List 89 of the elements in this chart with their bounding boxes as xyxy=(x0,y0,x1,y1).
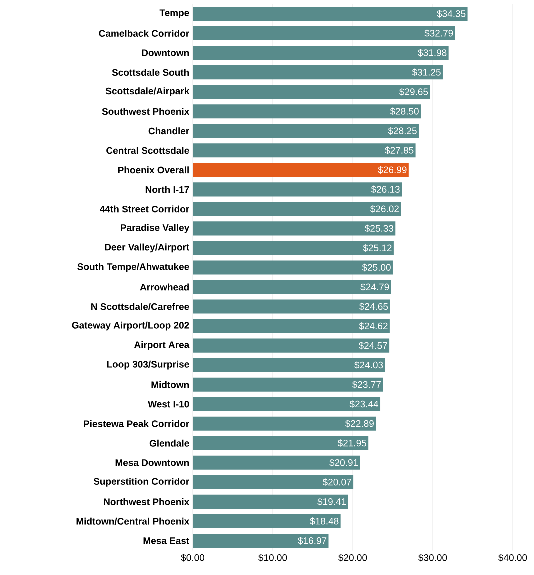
data-label: $24.65 xyxy=(360,302,388,311)
y-tick-label: Scottsdale/Airpark xyxy=(106,88,190,97)
y-tick-label: Phoenix Overall xyxy=(118,166,189,174)
data-label: $24.79 xyxy=(360,283,390,292)
data-label: $28.50 xyxy=(390,108,419,116)
bar xyxy=(193,416,376,431)
y-tick-label: Gateway Airport/Loop 202 xyxy=(72,322,190,331)
y-tick-label: Southwest Phoenix xyxy=(102,108,190,116)
data-label: $32.79 xyxy=(424,30,454,38)
bar xyxy=(193,300,390,314)
data-label: $29.65 xyxy=(400,88,428,96)
bar xyxy=(193,66,443,80)
bar xyxy=(193,280,392,294)
data-label: $31.25 xyxy=(412,68,441,76)
y-tick-label: Scottsdale South xyxy=(112,69,190,76)
data-label: $24.57 xyxy=(358,342,388,350)
bar xyxy=(193,534,329,548)
bar xyxy=(193,319,390,334)
bar xyxy=(193,514,341,528)
x-tick-label: $10.00 xyxy=(258,554,288,562)
x-tick-label: $20.00 xyxy=(338,554,368,562)
data-label: $25.12 xyxy=(363,244,392,252)
data-label: $27.85 xyxy=(385,146,414,154)
y-tick-label: Glendale xyxy=(150,440,190,447)
bar xyxy=(193,222,396,236)
y-tick-label: Arrowhead xyxy=(140,284,189,291)
data-label: $19.41 xyxy=(318,498,346,506)
y-tick-label: Central Scottsdale xyxy=(106,147,190,154)
y-tick-label: Deer Valley/Airport xyxy=(105,244,190,253)
x-tick-label: $30.00 xyxy=(418,554,448,562)
y-tick-label: 44th Street Corridor xyxy=(100,206,190,213)
data-label: $34.35 xyxy=(437,10,466,18)
data-label: $21.95 xyxy=(338,440,366,448)
bar xyxy=(193,436,369,450)
x-tick-label: $40.00 xyxy=(498,554,528,562)
data-label: $25.33 xyxy=(364,224,394,233)
bar xyxy=(193,163,409,178)
data-label: $28.25 xyxy=(388,127,417,135)
data-label: $31.98 xyxy=(418,49,447,57)
y-tick-label: South Tempe/Ahwatukee xyxy=(78,263,190,272)
bar xyxy=(193,397,381,412)
data-label: $26.02 xyxy=(370,205,399,214)
bar xyxy=(193,124,419,138)
data-label: $25.00 xyxy=(362,264,391,272)
bar xyxy=(193,260,393,275)
bar xyxy=(193,494,348,509)
bar xyxy=(193,378,384,392)
data-label: $20.91 xyxy=(330,459,358,467)
bar xyxy=(193,104,421,119)
bar xyxy=(193,358,386,372)
y-tick-label: Piestewa Peak Corridor xyxy=(84,420,190,428)
data-label: $20.07 xyxy=(322,478,352,486)
y-tick-label: Downtown xyxy=(142,50,190,56)
data-label: $24.03 xyxy=(354,361,384,370)
y-tick-label: Chandler xyxy=(148,128,190,135)
y-tick-label: Mesa East xyxy=(144,538,190,544)
bar xyxy=(193,456,360,470)
bar xyxy=(193,202,402,216)
y-tick-label: Midtown/Central Phoenix xyxy=(76,518,190,525)
y-tick-label: Airport Area xyxy=(134,341,190,350)
bar xyxy=(193,241,394,256)
data-label: $23.77 xyxy=(352,380,381,389)
bar xyxy=(193,338,390,353)
bar xyxy=(193,475,354,490)
data-label: $16.97 xyxy=(298,537,327,545)
y-tick-label: Tempe xyxy=(160,10,190,18)
bar xyxy=(193,144,416,158)
bar xyxy=(193,85,430,100)
y-tick-label: Loop 303/Surprise xyxy=(107,360,190,370)
data-label: $26.13 xyxy=(371,186,400,194)
data-label: $22.89 xyxy=(345,420,374,428)
data-label: $23.44 xyxy=(350,400,379,408)
data-label: $18.48 xyxy=(310,518,339,526)
y-tick-label: Camelback Corridor xyxy=(99,30,190,38)
y-tick-label: Superstition Corridor xyxy=(94,478,190,487)
x-tick-label: $0.00 xyxy=(181,554,205,562)
data-label: $24.62 xyxy=(359,322,388,330)
data-label: $26.99 xyxy=(378,166,407,174)
bar xyxy=(193,6,468,22)
bar xyxy=(193,46,449,60)
y-tick-label: West I-10 xyxy=(148,400,190,408)
bar xyxy=(193,182,402,197)
y-tick-label: Northwest Phoenix xyxy=(104,498,190,506)
y-tick-label: N Scottsdale/Carefree xyxy=(92,303,190,310)
y-tick-label: Mesa Downtown xyxy=(116,460,190,466)
y-tick-label: North I-17 xyxy=(146,186,190,194)
y-tick-label: Midtown xyxy=(152,381,190,388)
bar xyxy=(193,26,456,41)
y-tick-label: Paradise Valley xyxy=(121,224,190,234)
